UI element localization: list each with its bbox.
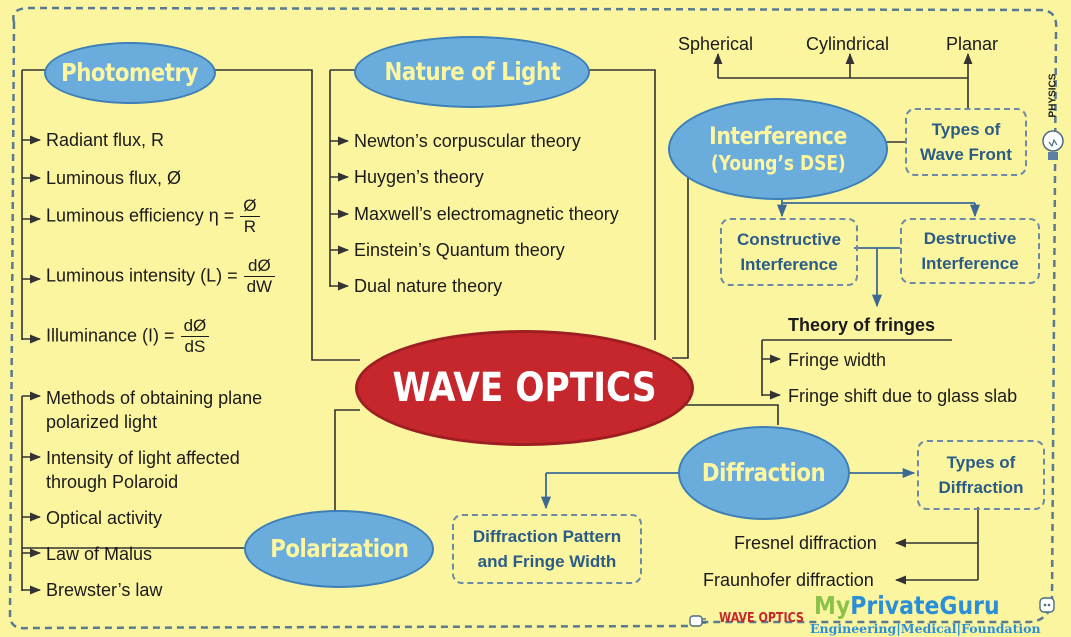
fraction-denominator: dW	[246, 277, 273, 296]
constructive-interference-box: Constructive Interference	[720, 218, 858, 286]
polarization-item: Intensity of light affected through Pola…	[46, 448, 240, 492]
illuminance-item: Illuminance (I) = dØ dS	[46, 316, 210, 357]
destructive-interference-box: Destructive Interference	[900, 218, 1040, 284]
wavefront-cylindrical: Cylindrical	[806, 34, 890, 54]
luminous-intensity-label: Luminous intensity (L) =	[46, 265, 238, 286]
types-of-wave-front-box: Types of Wave Front	[905, 108, 1027, 176]
box-line: Destructive	[923, 229, 1017, 248]
diffraction-pattern-box: Diffraction Pattern and Fringe Width	[452, 514, 642, 584]
luminous-flux-item: Luminous flux, Ø	[46, 168, 182, 188]
interference-title: Interference	[709, 122, 847, 150]
center-title: WAVE OPTICS	[392, 365, 657, 411]
fraction-denominator: R	[243, 217, 257, 236]
brand-private: Private	[850, 591, 940, 620]
diffraction-node: Diffraction	[678, 426, 850, 520]
diffraction-type-item: Fraunhofer diffraction	[703, 570, 874, 590]
nature-of-light-title: Nature of Light	[384, 57, 560, 86]
photometry-node: Photometry	[44, 42, 216, 104]
illuminance-label: Illuminance (I) =	[46, 325, 175, 346]
illuminance-fraction: dØ dS	[180, 316, 210, 357]
interference-node: Interference (Young’s DSE)	[668, 98, 888, 200]
nature-item: Newton’s corpuscular theory	[354, 131, 581, 151]
socket-icon	[1039, 597, 1055, 613]
fringe-item: Fringe shift due to glass slab	[788, 386, 1018, 406]
box-line: Types of	[946, 453, 1016, 472]
polarization-node: Polarization	[244, 510, 434, 588]
polarization-item: Brewster’s law	[46, 580, 163, 600]
wavefront-spherical: Spherical	[678, 34, 754, 54]
nature-item: Dual nature theory	[354, 276, 503, 296]
diffraction-title: Diffraction	[702, 458, 826, 487]
nature-item: Huygen’s theory	[354, 167, 484, 187]
fraction-numerator: Ø	[240, 196, 260, 217]
box-line: Interference	[921, 254, 1019, 273]
physics-label-text: PHYSICS	[1047, 73, 1059, 118]
brand-my: My	[814, 591, 851, 620]
photometry-title: Photometry	[61, 58, 199, 87]
brand-guru: Guru	[939, 591, 1000, 620]
box-line: Wave Front	[920, 145, 1012, 164]
physics-side-label: PHYSICS	[1041, 74, 1063, 120]
nature-item: Maxwell’s electromagnetic theory	[354, 204, 619, 224]
box-line: Diffraction Pattern	[472, 527, 622, 546]
theory-of-fringes-heading: Theory of fringes	[788, 315, 936, 335]
luminous-intensity-fraction: dØ dW	[243, 256, 276, 297]
fraction-denominator: dS	[184, 337, 206, 356]
diffraction-type-item: Fresnel diffraction	[734, 533, 877, 553]
nature-of-light-node: Nature of Light	[354, 36, 590, 108]
luminous-efficiency-label: Luminous efficiency η =	[46, 205, 235, 226]
box-line: Interference	[740, 255, 838, 274]
wavefront-planar: Planar	[946, 34, 999, 54]
polarization-item: Law of Malus	[46, 544, 153, 564]
polarization-title: Polarization	[269, 534, 409, 563]
box-line: Constructive	[737, 230, 841, 249]
plug-icon	[689, 615, 706, 627]
polarization-item: Methods of obtaining plane polarized lig…	[46, 388, 263, 432]
luminous-efficiency-item: Luminous efficiency η = Ø R	[46, 196, 260, 237]
brand-tagline: Engineering|Medical|Foundation	[810, 621, 1041, 636]
box-line: Types of	[931, 120, 1001, 139]
types-of-diffraction-box: Types of Diffraction	[917, 440, 1045, 510]
box-line: and Fringe Width	[477, 552, 617, 571]
brand-logo: MyPrivateGuru	[814, 592, 1000, 620]
wave-optics-center-node: WAVE OPTICS	[355, 330, 694, 446]
polarization-item: Optical activity	[46, 508, 163, 528]
footer-topic: WAVE OPTICS	[719, 611, 804, 626]
radiant-flux-item: Radiant flux, R	[46, 130, 165, 150]
fringe-item: Fringe width	[788, 350, 887, 370]
interference-subtitle: (Young’s DSE)	[710, 151, 846, 175]
fraction-numerator: dØ	[243, 256, 276, 277]
box-line: Diffraction	[938, 478, 1024, 497]
light-bulb-icon	[1042, 130, 1064, 160]
luminous-intensity-item: Luminous intensity (L) = dØ dW	[46, 256, 276, 297]
nature-item: Einstein’s Quantum theory	[354, 240, 565, 260]
fraction-numerator: dØ	[180, 316, 210, 337]
